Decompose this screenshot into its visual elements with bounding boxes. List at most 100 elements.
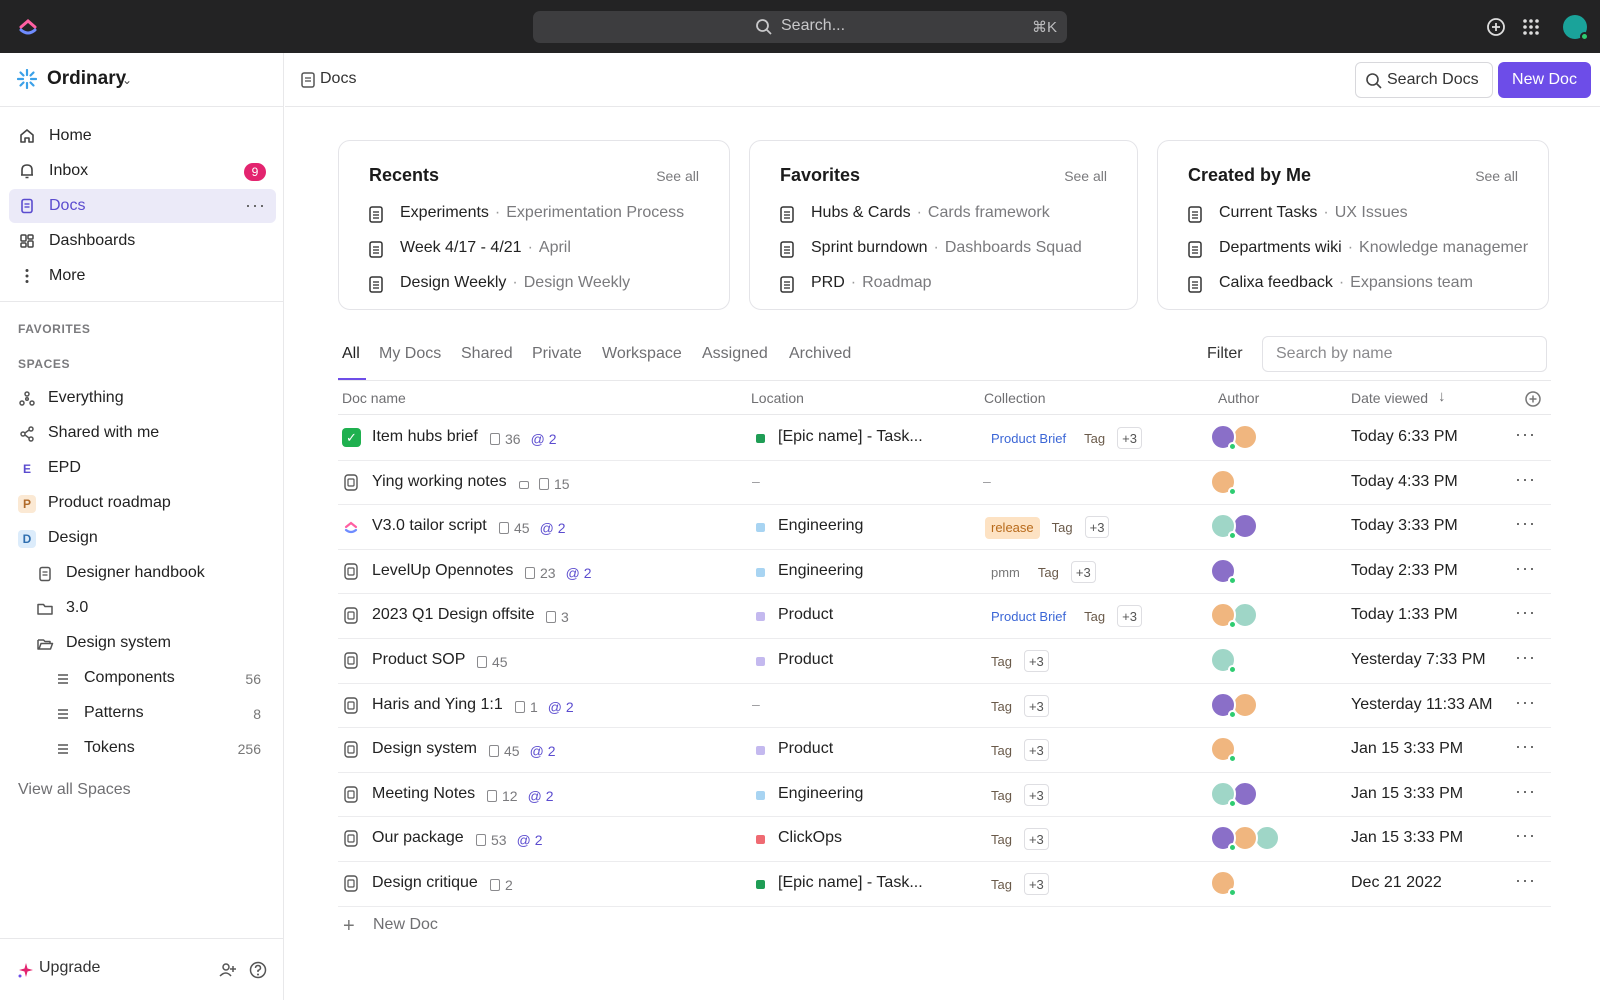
global-search-bar[interactable]: Search... ⌘K xyxy=(533,11,1067,43)
doc-location[interactable]: Engineering xyxy=(778,517,864,535)
column-header-location[interactable]: Location xyxy=(751,390,804,406)
collection-tag[interactable]: +3 xyxy=(1084,516,1110,539)
invite-user-icon[interactable] xyxy=(218,960,238,980)
collection-tag[interactable]: Tag xyxy=(1051,520,1073,536)
space-item-epd[interactable]: E EPD xyxy=(18,456,268,486)
more-horizontal-icon[interactable]: ··· xyxy=(1515,870,1536,890)
card-item[interactable]: Current Tasks · UX Issues xyxy=(1188,203,1528,227)
table-row[interactable]: Product SOP 45 Product Tag +3 Yesterday 7:33 … xyxy=(338,639,1551,684)
sidebar-item-more[interactable]: More xyxy=(9,259,276,293)
table-row[interactable]: Design critique 2 [Epic name] - Task... Tag… xyxy=(338,862,1551,907)
space-item-product-roadmap[interactable]: P Product roadmap xyxy=(18,491,268,521)
space-item-designer-handbook[interactable]: Designer handbook xyxy=(36,561,268,591)
workspace-switcher[interactable]: Ordinary ⌄ xyxy=(0,53,284,107)
column-header-author[interactable]: Author xyxy=(1218,390,1260,406)
more-horizontal-icon[interactable]: ··· xyxy=(1515,557,1536,578)
breadcrumb[interactable]: Docs xyxy=(320,70,357,87)
sidebar-item-dashboards[interactable]: Dashboards xyxy=(9,224,276,258)
clickup-logo-icon[interactable] xyxy=(17,13,39,35)
collection-tag[interactable]: +3 xyxy=(1117,427,1142,449)
author-avatar[interactable] xyxy=(1210,736,1237,764)
author-avatar[interactable] xyxy=(1210,691,1237,719)
more-horizontal-icon[interactable]: ··· xyxy=(245,195,266,215)
collection-tag[interactable]: Tag xyxy=(991,654,1012,669)
collection-tag[interactable]: Product Brief xyxy=(991,431,1067,446)
sort-down-icon[interactable]: ↓ xyxy=(1438,388,1446,405)
collection-tag[interactable]: +3 xyxy=(1023,783,1049,806)
search-by-name-input[interactable]: Search by name xyxy=(1262,336,1547,372)
table-row[interactable]: ✓ Item hubs brief 36 @ 2 [Epic name] - Task.… xyxy=(338,416,1551,461)
card-item[interactable]: Week 4/17 - 4/21 · April xyxy=(369,238,709,262)
filter-button[interactable]: Filter xyxy=(1207,345,1243,362)
help-icon[interactable] xyxy=(248,960,268,980)
search-docs-button[interactable]: Search Docs xyxy=(1355,62,1493,98)
collection-tag[interactable]: +3 xyxy=(1023,873,1049,895)
space-item-components[interactable]: Components 56 xyxy=(54,666,276,696)
doc-location[interactable]: Product xyxy=(778,740,834,758)
collection-tag[interactable]: Tag xyxy=(991,832,1012,848)
tab-assigned[interactable]: Assigned xyxy=(702,345,768,362)
collection-tag[interactable]: Tag xyxy=(1084,609,1106,625)
more-horizontal-icon[interactable]: ··· xyxy=(1515,825,1536,846)
doc-location[interactable]: Product xyxy=(778,606,834,624)
more-horizontal-icon[interactable]: ··· xyxy=(1515,780,1536,801)
table-row[interactable]: 2023 Q1 Design offsite 3 Product Product Br… xyxy=(338,594,1551,639)
collection-tag[interactable]: +3 xyxy=(1023,650,1049,672)
card-item[interactable]: Calixa feedback · Expansions team xyxy=(1188,273,1528,297)
space-item-shared-with-me[interactable]: Shared with me xyxy=(18,421,268,451)
column-header-doc-name[interactable]: Doc name xyxy=(342,390,406,406)
see-all-link[interactable]: See all xyxy=(1475,168,1518,184)
table-row[interactable]: Haris and Ying 1:1 1 @ 2 – Tag +3 Yesterday 11… xyxy=(338,684,1551,729)
column-header-collection[interactable]: Collection xyxy=(984,390,1046,406)
doc-location[interactable]: [Epic name] - Task... xyxy=(778,428,923,445)
collection-tag[interactable]: Tag xyxy=(991,743,1012,759)
tab-my-docs[interactable]: My Docs xyxy=(379,345,442,362)
collection-tag[interactable]: +3 xyxy=(1023,694,1049,717)
table-row[interactable]: Ying working notes 15 – – Today 4:33 PM ··· xyxy=(338,461,1551,506)
card-item[interactable]: Departments wiki · Knowledge managemen xyxy=(1188,238,1528,262)
author-avatar[interactable] xyxy=(1210,825,1237,853)
collection-tag[interactable]: pmm xyxy=(991,564,1020,580)
new-doc-button[interactable]: New Doc xyxy=(1498,62,1591,98)
more-horizontal-icon[interactable]: ··· xyxy=(1515,424,1536,444)
collection-tag[interactable]: Tag xyxy=(1084,431,1106,446)
doc-location[interactable]: Product xyxy=(778,651,834,668)
doc-location[interactable]: [Epic name] - Task... xyxy=(778,874,923,891)
space-item-patterns[interactable]: Patterns 8 xyxy=(54,701,276,731)
tab-shared[interactable]: Shared xyxy=(461,345,513,362)
see-all-link[interactable]: See all xyxy=(1064,168,1107,184)
card-item[interactable]: PRD · Roadmap xyxy=(780,273,1117,297)
sidebar-item-home[interactable]: Home xyxy=(9,119,276,153)
upgrade-button[interactable]: Upgrade xyxy=(39,959,101,976)
space-item-design-system[interactable]: Design system xyxy=(36,631,268,661)
tab-all[interactable]: All xyxy=(342,345,360,362)
doc-location[interactable]: ClickOps xyxy=(778,829,843,847)
author-avatar[interactable] xyxy=(1210,602,1237,630)
author-avatar[interactable] xyxy=(1210,870,1237,897)
space-item-design[interactable]: D Design xyxy=(18,526,268,556)
collection-tag[interactable]: +3 xyxy=(1070,560,1096,583)
collection-tag[interactable]: +3 xyxy=(1117,605,1142,628)
space-item-tokens[interactable]: Tokens 256 xyxy=(54,736,276,766)
collection-tag[interactable]: +3 xyxy=(1023,739,1049,762)
table-row[interactable]: Meeting Notes 12 @ 2 Engineering Tag +3 Jan 15… xyxy=(338,773,1551,818)
column-header-date-viewed[interactable]: Date viewed xyxy=(1351,390,1429,406)
card-item[interactable]: Hubs & Cards · Cards framework xyxy=(780,203,1117,227)
space-item-3-0[interactable]: 3.0 xyxy=(36,596,268,626)
card-item[interactable]: Sprint burndown · Dashboards Squad xyxy=(780,238,1117,262)
author-avatar[interactable] xyxy=(1210,647,1237,674)
more-horizontal-icon[interactable]: ··· xyxy=(1515,647,1536,667)
author-avatar[interactable] xyxy=(1210,424,1237,451)
doc-location[interactable]: Engineering xyxy=(778,561,864,579)
space-item-everything[interactable]: Everything xyxy=(18,386,268,416)
tab-workspace[interactable]: Workspace xyxy=(602,345,682,362)
more-horizontal-icon[interactable]: ··· xyxy=(1515,736,1536,757)
favorites-heading[interactable]: FAVORITES xyxy=(18,322,91,336)
more-horizontal-icon[interactable]: ··· xyxy=(1515,691,1536,712)
add-column-icon[interactable] xyxy=(1524,390,1542,408)
collection-tag[interactable]: Tag xyxy=(991,877,1012,892)
table-row[interactable]: LevelUp Opennotes 23 @ 2 Engineering pmm Tag +… xyxy=(338,550,1551,595)
author-avatar[interactable] xyxy=(1210,468,1237,496)
more-horizontal-icon[interactable]: ··· xyxy=(1515,468,1536,489)
user-avatar[interactable] xyxy=(1563,15,1589,41)
